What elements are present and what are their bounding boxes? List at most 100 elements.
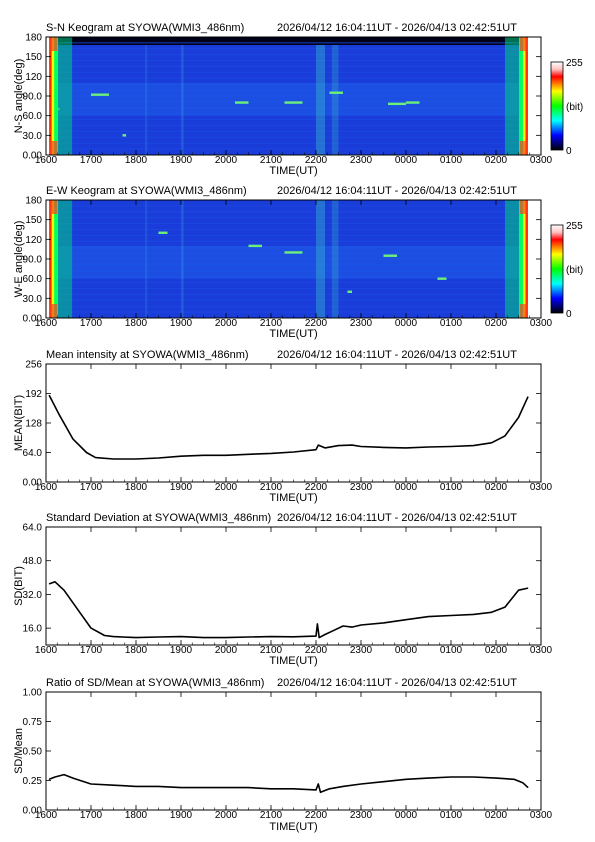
sn-keogram-x-tick-label: 2200 (305, 155, 328, 166)
ratio-sd-mean-data-point (180, 787, 182, 788)
mean-intensity-data-point (518, 417, 519, 418)
standard-deviation-data-point (77, 608, 78, 610)
ratio-sd-mean-data-point (54, 776, 56, 778)
ratio-sd-mean-y-tick-label: 1.00 (23, 688, 43, 699)
standard-deviation-plot-frame (45, 526, 542, 646)
standard-deviation-series-line (48, 580, 529, 639)
standard-deviation-data-point (318, 637, 320, 639)
standard-deviation-x-tick-label: 1600 (35, 645, 58, 656)
ew-keogram-x-tick-label: 2300 (350, 318, 373, 329)
mean-intensity-x-tick-label: 2000 (215, 482, 238, 493)
sn-keogram-heatmap-streak (49, 48, 528, 50)
sn-keogram-heatmap-corner (519, 37, 528, 51)
ew-keogram-colorbar-min: 0 (566, 309, 572, 320)
sn-keogram-panel: S-N Keogram at SYOWA(WMI3_486nm) 2026/04/… (13, 22, 583, 177)
ew-keogram-heatmap-column (331, 200, 339, 318)
ew-keogram-y-tick-label: 0.00 (23, 314, 43, 325)
ratio-sd-mean-data-point (450, 776, 452, 778)
ratio-sd-mean-data-point (405, 778, 407, 780)
sn-keogram-heatmap-corner (49, 141, 58, 155)
standard-deviation-data-point (270, 636, 272, 637)
sn-keogram-heatmap-streak (49, 107, 528, 109)
ew-keogram-heatmap-edge-right (525, 200, 528, 318)
sn-keogram-heatmap-streak (49, 89, 528, 91)
sn-keogram-heatmap-edge-right (525, 37, 528, 155)
sn-keogram-x-tick-label: 2000 (215, 155, 238, 166)
mean-intensity-x-tick-label: 0200 (485, 482, 508, 493)
sn-keogram-heatmap-edge-right-fade (504, 37, 519, 155)
sn-keogram-x-tick-label: 0300 (530, 155, 553, 166)
sn-keogram-colorbar (550, 61, 564, 151)
ew-keogram-x-tick-label: 1900 (170, 318, 193, 329)
standard-deviation-x-tick-label: 2100 (260, 645, 283, 656)
ratio-sd-mean-data-point (317, 783, 319, 785)
standard-deviation-data-point (333, 629, 335, 631)
sn-keogram-heatmap-column (316, 45, 325, 155)
sn-keogram-heatmap-streak (49, 148, 528, 150)
standard-deviation-y-tick-label: 64.0 (23, 523, 43, 534)
standard-deviation-data-point (203, 637, 204, 639)
mean-intensity-data-point (473, 445, 474, 446)
ew-keogram-heatmap-streak (49, 311, 528, 313)
mean-intensity-y-tick-label: 64.0 (23, 448, 43, 459)
ew-keogram-heatmap-streak (49, 222, 528, 225)
mean-intensity-data-point (248, 453, 249, 455)
sn-keogram-x-tick-label: 1900 (170, 155, 193, 166)
mean-intensity-x-tick-label: 1900 (170, 482, 193, 493)
ew-keogram-heatmap-bright-streak (248, 244, 262, 248)
standard-deviation-data-point (63, 589, 65, 591)
ew-keogram-heatmap-streak (49, 270, 528, 272)
ratio-sd-mean-data-point (315, 789, 317, 791)
standard-deviation-data-point (48, 583, 50, 585)
mean-intensity-data-point (86, 452, 87, 453)
ratio-sd-mean-data-point (203, 787, 204, 788)
ew-keogram-heatmap-bright-streak (158, 231, 168, 234)
sn-keogram-heatmap-bright-streak (235, 101, 249, 104)
sn-keogram-heatmap-streak (49, 136, 528, 138)
sn-keogram-heatmap-streak (49, 71, 528, 73)
sn-keogram-heatmap-bright-streak (329, 91, 343, 94)
ew-keogram-x-tick-label: 2200 (305, 318, 328, 329)
standard-deviation-x-tick-label: 0300 (530, 645, 553, 656)
mean-intensity-data-point (225, 454, 227, 456)
ratio-sd-mean-y-axis-label: SD/Mean (13, 728, 25, 774)
ew-keogram-x-tick-label: 2100 (260, 318, 283, 329)
ew-keogram-heatmap-bright-streak (284, 251, 303, 254)
sn-keogram-x-tick-label: 0200 (485, 155, 508, 166)
ratio-sd-mean-x-tick-label: 2100 (260, 810, 283, 821)
ew-keogram-heatmap-streak (49, 305, 528, 307)
standard-deviation-data-point (293, 636, 294, 638)
ew-keogram-x-tick-label: 1600 (35, 318, 58, 329)
ew-keogram-heatmap-streak (49, 246, 528, 248)
mean-intensity-data-point (338, 445, 339, 446)
mean-intensity-data-point (95, 457, 96, 458)
sn-keogram-heatmap-streak (49, 83, 528, 85)
sn-keogram-y-tick-label: 60.0 (23, 111, 43, 122)
sn-keogram-heatmap-streak (49, 142, 528, 144)
ew-keogram-heatmap-streak (49, 240, 528, 242)
standard-deviation-data-point (342, 625, 344, 627)
mean-intensity-plot-frame (45, 363, 542, 483)
mean-intensity-x-tick-label: 1800 (125, 482, 148, 493)
standard-deviation-data-point (428, 616, 429, 617)
standard-deviation-x-tick-label: 0100 (440, 645, 463, 656)
sn-keogram-heatmap-streak (49, 42, 528, 44)
standard-deviation-data-point (315, 635, 317, 637)
ew-keogram-heatmap-streak (49, 211, 528, 213)
standard-deviation-data-point (135, 637, 137, 639)
ratio-sd-mean-data-point (63, 774, 65, 775)
ew-keogram-heatmap-streak (49, 264, 528, 266)
ratio-sd-mean-data-point (158, 786, 159, 787)
ratio-sd-mean-y-tick-label: 0.25 (23, 776, 43, 787)
mean-intensity-x-tick-label: 2100 (260, 482, 283, 493)
ew-keogram-heatmap-streak (49, 287, 528, 290)
ratio-sd-mean-data-point (360, 783, 362, 785)
sn-keogram-heatmap-column (331, 45, 339, 155)
ratio-sd-mean-data-point (342, 786, 344, 787)
mean-intensity-x-tick-label: 2200 (305, 482, 328, 493)
ratio-sd-mean-y-tick-label: 0.75 (23, 717, 43, 728)
ratio-sd-mean-data-point (72, 777, 74, 779)
mean-intensity-data-point (450, 446, 452, 447)
ratio-sd-mean-data-point (225, 787, 227, 788)
